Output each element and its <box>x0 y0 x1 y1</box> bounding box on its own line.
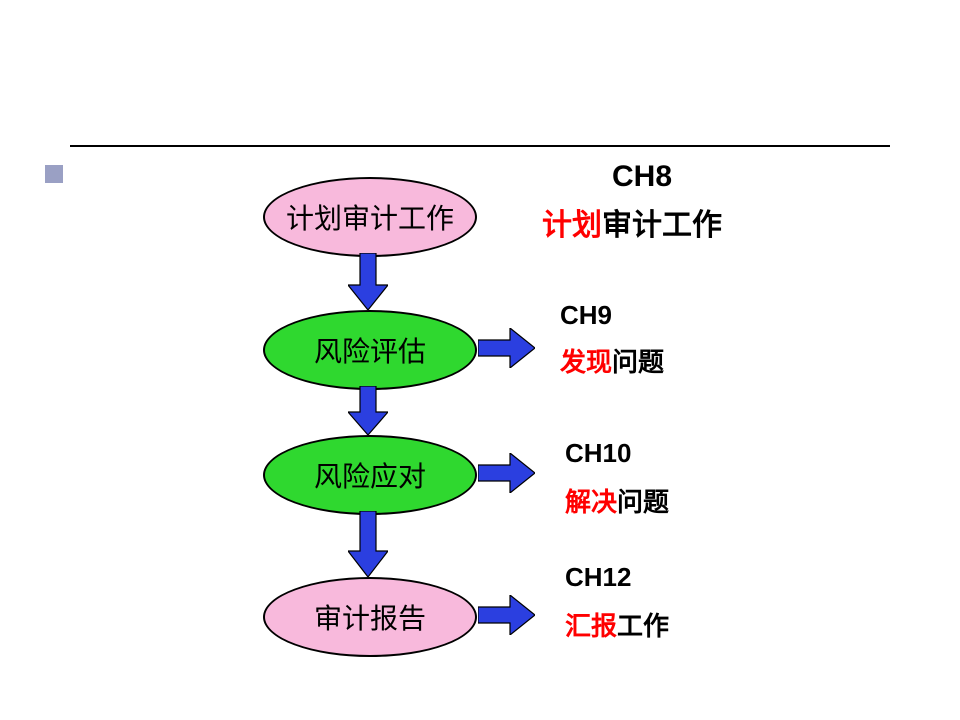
ch8-subtitle: 计划审计工作 <box>542 200 722 244</box>
node-audit-report-label: 审计报告 <box>314 597 426 637</box>
arrow-assess-to-ch9 <box>478 328 535 368</box>
node-risk-assess: 风险评估 <box>263 310 477 390</box>
arrow-response-to-report <box>348 511 388 577</box>
node-risk-response: 风险应对 <box>263 435 477 515</box>
ch9-subtitle: 发现问题 <box>560 342 664 379</box>
ch8-title: CH8 <box>612 160 672 194</box>
ch9-subtitle-red: 发现 <box>560 347 612 377</box>
arrow-assess-to-response <box>348 386 388 435</box>
ch12-subtitle-black: 工作 <box>617 611 669 641</box>
ch10-subtitle-black: 问题 <box>617 487 669 517</box>
node-plan-audit-label: 计划审计工作 <box>286 197 454 237</box>
ch9-subtitle-black: 问题 <box>612 347 664 377</box>
ch12-subtitle-red: 汇报 <box>565 611 617 641</box>
arrow-response-to-ch10 <box>478 453 535 493</box>
flowchart-stage: 计划审计工作 风险评估 风险应对 审计报告 CH8 计划审计工作 CH9 发现问… <box>0 0 960 720</box>
node-audit-report: 审计报告 <box>263 577 477 657</box>
ch8-subtitle-black: 审计工作 <box>602 209 722 242</box>
ch10-subtitle: 解决问题 <box>565 482 669 519</box>
ch12-subtitle: 汇报工作 <box>565 606 669 643</box>
ch10-subtitle-red: 解决 <box>565 487 617 517</box>
ch9-title: CH9 <box>560 300 612 331</box>
arrow-plan-to-assess <box>348 253 388 310</box>
node-risk-response-label: 风险应对 <box>314 455 426 495</box>
ch10-title: CH10 <box>565 438 631 469</box>
arrow-report-to-ch12 <box>478 595 535 635</box>
ch8-subtitle-red: 计划 <box>542 209 602 242</box>
node-risk-assess-label: 风险评估 <box>314 330 426 370</box>
node-plan-audit: 计划审计工作 <box>263 177 477 257</box>
ch12-title: CH12 <box>565 562 631 593</box>
